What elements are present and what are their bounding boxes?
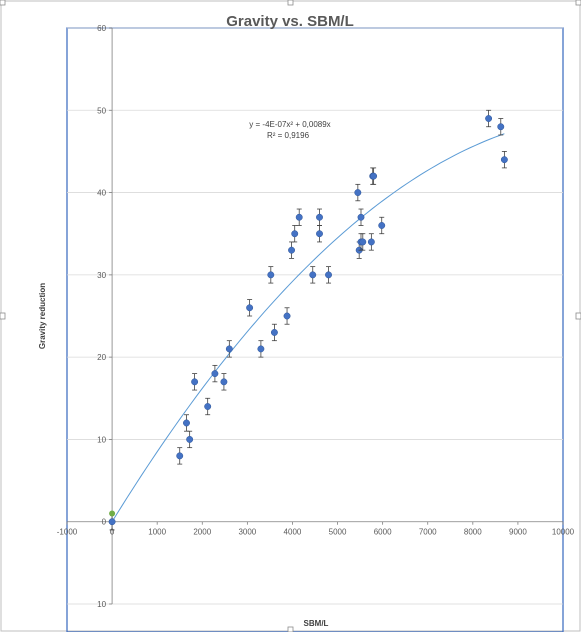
data-point <box>309 271 317 279</box>
x-tick-label: 7000 <box>419 528 437 537</box>
x-tick-label: 0 <box>110 528 115 537</box>
y-tick-label: 40 <box>97 189 106 198</box>
tick-labels: -1000 0 1000 2000 3000 4000 5000 6000 7000 8000 90… <box>57 24 575 609</box>
data-point <box>325 271 332 279</box>
trendline <box>111 133 505 522</box>
trendline-r-squared: R² = 0,9196 <box>267 131 310 140</box>
x-tick-label: 8000 <box>464 528 482 537</box>
x-tick-label: 4000 <box>284 528 302 537</box>
resize-handle-top[interactable] <box>287 0 294 6</box>
data-point <box>270 329 278 336</box>
y-tick-label: 60 <box>97 24 106 33</box>
resize-handle-left[interactable] <box>0 312 6 320</box>
chart-title: Gravity vs. SBM/L <box>226 13 354 30</box>
x-tick-label: 5000 <box>329 528 347 537</box>
trendline-equation: y = -4E-07x² + 0,0089x <box>249 120 330 129</box>
data-point <box>225 345 233 353</box>
data-point <box>220 378 228 386</box>
data-points <box>108 109 508 531</box>
x-tick-label: 1000 <box>148 528 166 537</box>
y-tick-label: 0 <box>102 518 107 527</box>
data-point <box>288 246 296 254</box>
data-point <box>257 345 265 353</box>
x-tick-label: 3000 <box>238 528 256 537</box>
y-tick-label: 20 <box>97 353 106 362</box>
y-tick-label: 30 <box>97 271 106 280</box>
data-point <box>295 213 303 221</box>
data-point <box>370 172 378 180</box>
resize-handle-top-right[interactable] <box>575 0 581 6</box>
axes <box>66 27 564 605</box>
data-point <box>183 419 190 427</box>
y-tick-label: 10 <box>97 435 106 444</box>
trendline-group <box>111 133 505 522</box>
data-point <box>357 213 365 221</box>
data-point <box>316 213 323 221</box>
data-point <box>354 189 362 197</box>
resize-handle-bottom[interactable] <box>287 626 294 632</box>
data-point <box>267 271 275 279</box>
data-point <box>500 156 508 164</box>
x-axis-title: SBM/L <box>304 619 329 628</box>
x-tick-label: 9000 <box>509 528 527 537</box>
data-point <box>176 452 184 460</box>
data-point <box>485 115 493 122</box>
x-tick-label: -1000 <box>57 528 78 537</box>
data-point <box>283 312 291 320</box>
data-point <box>378 222 386 229</box>
y-tick-label: 10 <box>97 600 106 609</box>
x-tick-label: 2000 <box>193 528 211 537</box>
data-point <box>359 238 367 246</box>
origin-data-point <box>109 510 116 517</box>
data-point <box>316 230 323 238</box>
data-point <box>497 123 505 131</box>
x-tick-label: 10000 <box>552 528 575 537</box>
data-point <box>191 378 199 386</box>
resize-handle-right[interactable] <box>575 312 581 320</box>
data-point <box>211 370 219 378</box>
x-tick-label: 6000 <box>374 528 392 537</box>
data-point <box>186 435 194 443</box>
y-axis-title: Gravity reduction <box>38 283 47 349</box>
data-point <box>246 304 254 312</box>
data-point <box>291 230 299 238</box>
data-point <box>204 403 212 410</box>
data-point <box>108 518 116 526</box>
resize-handle-top-left[interactable] <box>0 0 6 6</box>
data-point <box>367 238 375 246</box>
y-tick-label: 50 <box>97 106 106 115</box>
